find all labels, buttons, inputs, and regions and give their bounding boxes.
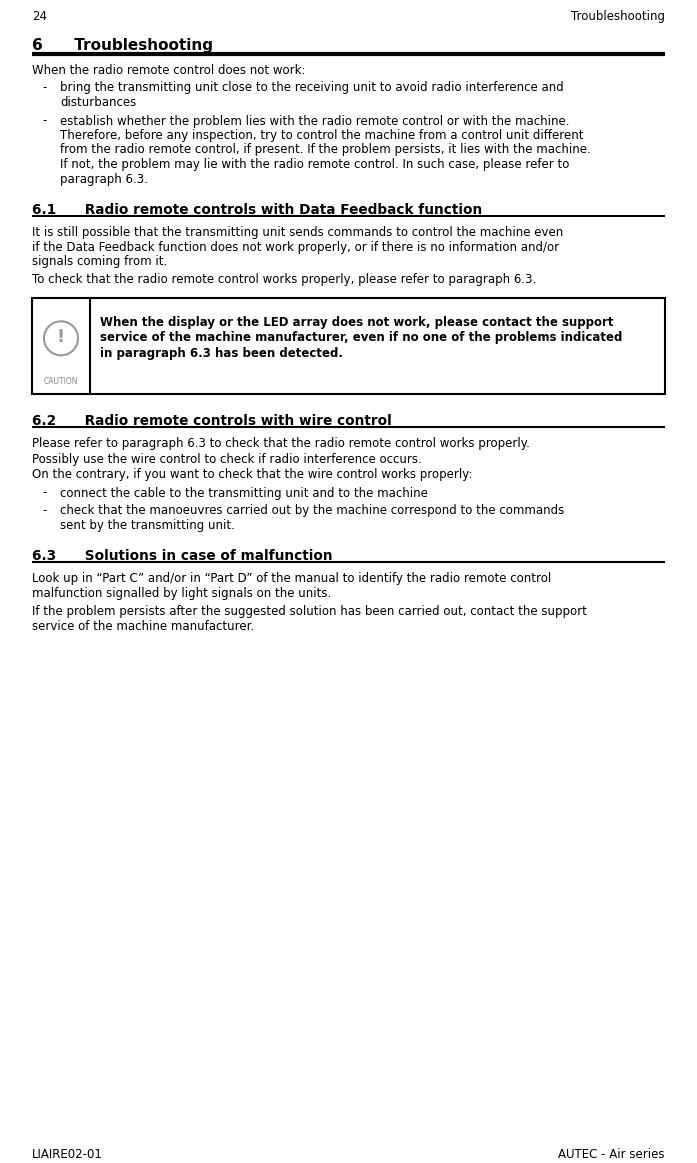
- Text: Therefore, before any inspection, try to control the machine from a control unit: Therefore, before any inspection, try to…: [60, 129, 583, 142]
- Bar: [32, 298, 665, 394]
- Text: disturbances: disturbances: [60, 97, 136, 109]
- Text: !: !: [57, 328, 65, 347]
- Text: 6.2      Radio remote controls with wire control: 6.2 Radio remote controls with wire cont…: [32, 414, 392, 428]
- Text: bring the transmitting unit close to the receiving unit to avoid radio interfere: bring the transmitting unit close to the…: [60, 81, 564, 94]
- Text: sent by the transmitting unit.: sent by the transmitting unit.: [60, 519, 235, 531]
- Text: in paragraph 6.3 has been detected.: in paragraph 6.3 has been detected.: [100, 347, 343, 361]
- Text: Troubleshooting: Troubleshooting: [571, 10, 665, 23]
- Text: 24: 24: [32, 10, 47, 23]
- Text: service of the machine manufacturer.: service of the machine manufacturer.: [32, 620, 254, 633]
- Text: signals coming from it.: signals coming from it.: [32, 255, 167, 267]
- Text: To check that the radio remote control works properly, please refer to paragraph: To check that the radio remote control w…: [32, 273, 536, 286]
- Text: When the radio remote control does not work:: When the radio remote control does not w…: [32, 64, 305, 77]
- Text: If the problem persists after the suggested solution has been carried out, conta: If the problem persists after the sugges…: [32, 605, 587, 618]
- Text: check that the manoeuvres carried out by the machine correspond to the commands: check that the manoeuvres carried out by…: [60, 504, 565, 518]
- Text: -: -: [42, 114, 47, 128]
- Text: If not, the problem may lie with the radio remote control. In such case, please : If not, the problem may lie with the rad…: [60, 158, 569, 171]
- Text: -: -: [42, 81, 47, 94]
- Text: connect the cable to the transmitting unit and to the machine: connect the cable to the transmitting un…: [60, 486, 428, 499]
- Text: 6.1      Radio remote controls with Data Feedback function: 6.1 Radio remote controls with Data Feed…: [32, 204, 482, 217]
- Text: LIAIRE02-01: LIAIRE02-01: [32, 1148, 103, 1161]
- Text: Possibly use the wire control to check if radio interference occurs.: Possibly use the wire control to check i…: [32, 452, 422, 465]
- Text: malfunction signalled by light signals on the units.: malfunction signalled by light signals o…: [32, 586, 331, 599]
- Text: -: -: [42, 486, 47, 499]
- Text: When the display or the LED array does not work, please contact the support: When the display or the LED array does n…: [100, 316, 613, 329]
- Text: paragraph 6.3.: paragraph 6.3.: [60, 172, 148, 186]
- Text: It is still possible that the transmitting unit sends commands to control the ma: It is still possible that the transmitti…: [32, 226, 563, 240]
- Text: establish whether the problem lies with the radio remote control or with the mac: establish whether the problem lies with …: [60, 114, 569, 128]
- Text: Please refer to paragraph 6.3 to check that the radio remote control works prope: Please refer to paragraph 6.3 to check t…: [32, 437, 530, 450]
- Text: 6.3      Solutions in case of malfunction: 6.3 Solutions in case of malfunction: [32, 549, 332, 563]
- Text: from the radio remote control, if present. If the problem persists, it lies with: from the radio remote control, if presen…: [60, 143, 591, 157]
- Text: CAUTION: CAUTION: [44, 377, 78, 386]
- Text: AUTEC - Air series: AUTEC - Air series: [558, 1148, 665, 1161]
- Text: Look up in “Part C” and/or in “Part D” of the manual to identify the radio remot: Look up in “Part C” and/or in “Part D” o…: [32, 572, 551, 585]
- Text: -: -: [42, 504, 47, 518]
- Text: service of the machine manufacturer, even if no one of the problems indicated: service of the machine manufacturer, eve…: [100, 331, 622, 344]
- Text: On the contrary, if you want to check that the wire control works properly:: On the contrary, if you want to check th…: [32, 468, 473, 481]
- Text: if the Data Feedback function does not work properly, or if there is no informat: if the Data Feedback function does not w…: [32, 241, 559, 254]
- Text: 6      Troubleshooting: 6 Troubleshooting: [32, 38, 213, 53]
